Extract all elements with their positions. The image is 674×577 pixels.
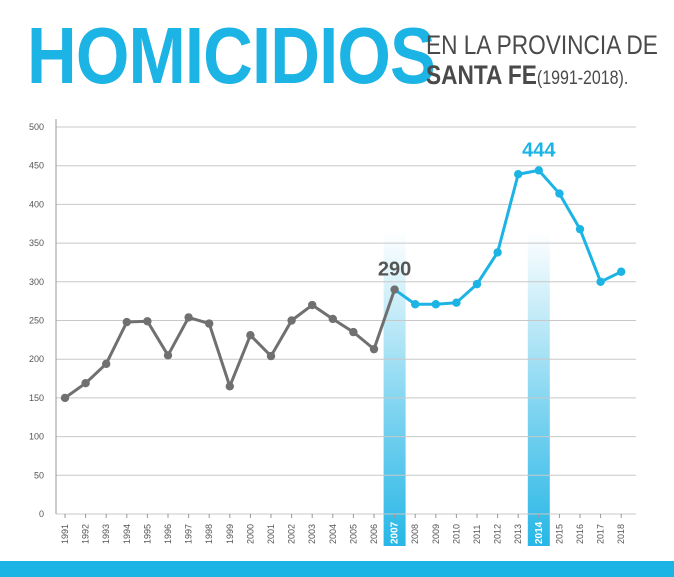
y-tick-label: 500 [29,122,44,132]
x-tick-label: 1995 [142,524,152,544]
data-point [493,248,502,257]
highlight-bar-2007 [383,232,406,546]
data-point [266,351,276,361]
data-point [205,319,214,328]
x-tick-label: 2013 [513,524,523,544]
data-point [617,267,626,276]
subtitle-line1: EN LA PROVINCIA DE [426,30,658,60]
data-point [102,359,111,369]
x-tick-label: 2018 [616,524,626,544]
x-tick-label: 2003 [307,524,317,544]
data-point [514,170,523,179]
x-tick-label: 1993 [101,524,111,544]
x-tick-label: 2016 [575,524,585,544]
x-tick-label: 2005 [348,524,358,544]
y-tick-label: 350 [29,238,44,248]
data-point [534,166,543,175]
chart-subtitle: EN LA PROVINCIA DE SANTA FE(1991-2018). [426,30,674,94]
y-tick-label: 200 [29,354,44,364]
chart-title: HOMICIDIOS [27,11,436,100]
data-point [308,300,317,310]
y-tick-label: 0 [39,509,44,519]
series-line-blue [393,168,622,306]
y-tick-label: 150 [29,393,44,403]
data-point [225,382,234,391]
header: HOMICIDIOS EN LA PROVINCIA DE SANTA FE(1… [0,0,674,112]
data-point [246,331,255,340]
data-point [390,285,399,294]
x-tick-label: 2017 [596,524,606,544]
data-point [575,224,585,234]
x-tick-label: 2000 [245,524,255,544]
x-tick-label: 2008 [410,524,420,544]
highlight-bar-2014 [527,232,550,546]
data-point [411,300,420,309]
x-tick-label: 1994 [122,524,132,544]
data-point [431,300,440,309]
y-tick-label: 100 [29,432,44,442]
x-tick-label: 1997 [184,524,194,544]
y-tick-label: 250 [29,316,44,326]
y-tick-label: 400 [29,199,44,209]
data-point [287,316,296,325]
data-point [349,327,358,337]
data-point [81,378,90,388]
x-tick-label: 2004 [328,524,338,544]
data-point [163,351,173,360]
series-line-gray [64,289,397,400]
x-tick-label: 2010 [451,524,461,544]
x-tick-label: 2014 [534,521,545,544]
x-tick-label: 1991 [60,524,70,544]
subtitle-place: SANTA FE [426,60,537,90]
subtitle-years: (1991-2018). [536,68,629,89]
x-tick-label: 2012 [493,524,503,544]
x-tick-label: 2015 [554,524,564,544]
data-point [596,277,605,286]
data-point [369,344,379,354]
x-tick-label: 1998 [204,524,214,544]
x-tick-label: 2011 [472,525,482,544]
x-tick-label: 1992 [81,524,91,544]
y-tick-label: 300 [29,277,44,287]
data-point [328,314,337,324]
line-chart: 0 50 100 150 200 250 300 350 400 450 500 1991 1992 19… [29,119,636,546]
x-tick-label: 2006 [369,524,379,544]
data-point [555,189,564,198]
data-label-2007: 290 [378,259,411,281]
subtitle-line2: SANTA FE(1991-2018). [426,60,658,94]
x-tick-label: 2009 [431,524,441,544]
data-label-2014: 444 [522,139,556,161]
x-tick-label: 1996 [163,524,173,544]
bottom-band [0,561,674,577]
data-point [122,317,131,327]
x-tick-label: 2002 [287,524,297,544]
data-point [452,298,461,307]
data-point [472,279,482,289]
x-tick-label: 2007 [390,521,401,544]
y-tick-label: 450 [29,161,44,171]
x-tick-label: 2001 [266,524,276,544]
y-tick-label: 50 [34,470,44,480]
data-point [143,317,152,326]
data-point [60,393,70,403]
data-point [184,313,193,322]
x-tick-label: 1999 [225,524,235,544]
